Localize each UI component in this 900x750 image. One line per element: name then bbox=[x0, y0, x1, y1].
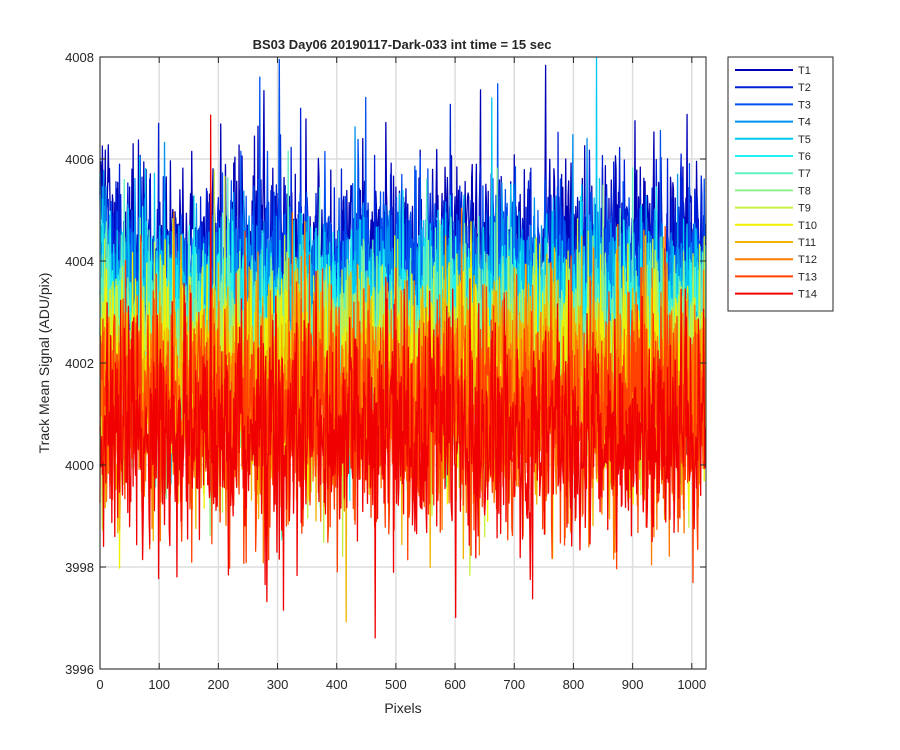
y-tick-label: 4000 bbox=[65, 458, 94, 473]
series-lines bbox=[99, 56, 707, 639]
y-tick-label: 3998 bbox=[65, 560, 94, 575]
legend-label-t14: T14 bbox=[798, 289, 817, 301]
x-tick-label: 300 bbox=[267, 677, 289, 692]
x-tick-label: 400 bbox=[326, 677, 348, 692]
x-axis-label: Pixels bbox=[384, 700, 421, 716]
x-tick-label: 200 bbox=[208, 677, 230, 692]
y-axis-label: Track Mean Signal (ADU/pix) bbox=[36, 273, 52, 454]
y-tick-label: 4002 bbox=[65, 356, 94, 371]
legend-label-t12: T12 bbox=[798, 254, 817, 266]
legend-label-t10: T10 bbox=[798, 220, 817, 232]
legend-label-t4: T4 bbox=[798, 117, 811, 129]
legend-label-t1: T1 bbox=[798, 65, 811, 77]
legend-items: T1 T2 T3 T4 T5 T6 T7 T8 T9 T10 T11 T12 T13 T14 bbox=[735, 65, 817, 301]
x-tick-label: 0 bbox=[96, 677, 103, 692]
legend-label-t13: T13 bbox=[798, 271, 817, 283]
legend-label-t7: T7 bbox=[798, 168, 811, 180]
x-tick-label: 100 bbox=[148, 677, 170, 692]
x-tick-label: 800 bbox=[563, 677, 585, 692]
y-tick-label: 4004 bbox=[65, 254, 94, 269]
x-tick-label: 1000 bbox=[677, 677, 706, 692]
x-tick-label: 500 bbox=[385, 677, 407, 692]
series-line-t13 bbox=[99, 225, 707, 584]
legend-label-t2: T2 bbox=[798, 82, 811, 94]
series-line-t14 bbox=[99, 114, 707, 639]
y-tick-label: 4008 bbox=[65, 50, 94, 65]
legend-label-t3: T3 bbox=[798, 99, 811, 111]
x-tick-label: 700 bbox=[503, 677, 525, 692]
y-tick-label: 4006 bbox=[65, 152, 94, 167]
legend: T1 T2 T3 T4 T5 T6 T7 T8 T9 T10 T11 T12 T13 T14 bbox=[727, 56, 834, 312]
legend-label-t9: T9 bbox=[798, 203, 811, 215]
legend-box bbox=[727, 56, 834, 312]
y-tick-label: 3996 bbox=[65, 662, 94, 677]
legend-label-t6: T6 bbox=[798, 151, 811, 163]
chart-title: BS03 Day06 20190117-Dark-033 int time = … bbox=[253, 37, 552, 52]
legend-label-t11: T11 bbox=[798, 237, 816, 249]
legend-label-t8: T8 bbox=[798, 185, 811, 197]
legend-label-t5: T5 bbox=[798, 134, 811, 146]
x-tick-label: 600 bbox=[444, 677, 466, 692]
axis-ticks: 0 100 200 300 400 500 600 700 800 900 1000 3996 3998… bbox=[65, 50, 706, 692]
x-tick-label: 900 bbox=[622, 677, 644, 692]
